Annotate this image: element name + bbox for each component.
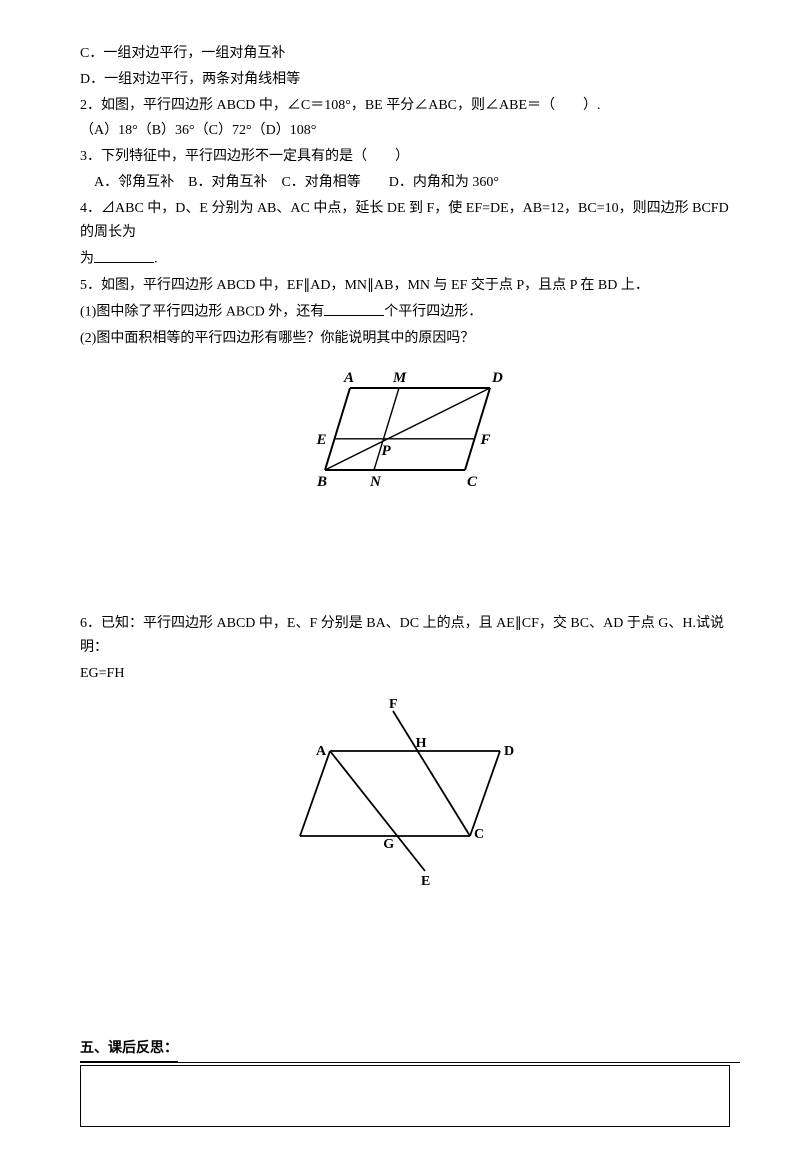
q3-stem: 3．下列特征中，平行四边形不一定具有的是（ ） xyxy=(80,145,740,169)
q4-line2: 为. xyxy=(80,246,740,271)
svg-text:B: B xyxy=(316,474,327,490)
svg-text:E: E xyxy=(421,874,430,886)
q1-opt-c: C．一组对边平行，一组对角互补 xyxy=(80,42,740,66)
q4-line: 4．⊿ABC 中，D、E 分别为 AB、AC 中点，延长 DE 到 F，使 EF… xyxy=(80,197,740,245)
q4-post: . xyxy=(154,252,158,267)
q6-line1: 6．已知：平行四边形 ABCD 中，E、F 分别是 BA、DC 上的点，且 AE… xyxy=(80,612,740,660)
svg-text:E: E xyxy=(316,432,327,448)
q6-line2: EG=FH xyxy=(80,662,740,686)
q4-pre: 4．⊿ABC 中，D、E 分别为 AB、AC 中点，延长 DE 到 F，使 EF… xyxy=(80,201,729,240)
q3-opts: A．邻角互补 B．对角互补 C．对角相等 D．内角和为 360° xyxy=(80,171,740,195)
svg-text:F: F xyxy=(480,432,491,448)
reflection-box xyxy=(80,1065,730,1127)
q5-part1-pre: (1)图中除了平行四边形 ABCD 外，还有 xyxy=(80,305,324,320)
figure-q6: A H D F G C E xyxy=(80,696,740,886)
svg-text:F: F xyxy=(389,697,398,712)
svg-text:P: P xyxy=(382,443,392,459)
svg-text:D: D xyxy=(504,744,514,759)
svg-text:N: N xyxy=(369,474,382,490)
svg-text:A: A xyxy=(316,744,327,759)
q4-blank xyxy=(94,246,154,262)
q5-part1-post: 个平行四边形． xyxy=(384,305,482,320)
q1-opt-d: D．一组对边平行，两条对角线相等 xyxy=(80,68,740,92)
q5-part2: (2)图中面积相等的平行四边形有哪些？你能说明其中的原因吗？ xyxy=(80,327,740,351)
svg-text:G: G xyxy=(383,837,394,852)
svg-text:C: C xyxy=(467,474,478,490)
svg-text:A: A xyxy=(343,370,354,386)
q2-stem: 2．如图，平行四边形 ABCD 中，∠C＝108°，BE 平分∠ABC，则∠AB… xyxy=(80,94,740,118)
q2-opts: （A）18°（B）36°（C）72°（D）108° xyxy=(80,119,740,143)
svg-text:H: H xyxy=(416,736,427,751)
svg-text:C: C xyxy=(474,827,484,842)
section-5-heading: 五、课后反思： xyxy=(80,1036,178,1062)
svg-text:M: M xyxy=(392,370,407,386)
figure-q5: A M D E P F B N C xyxy=(80,360,740,490)
q5-part1: (1)图中除了平行四边形 ABCD 外，还有 个平行四边形． xyxy=(80,299,740,324)
svg-text:D: D xyxy=(491,370,503,386)
q5-blank xyxy=(324,299,384,315)
q5-stem: 5．如图，平行四边形 ABCD 中，EF∥AD，MN∥AB，MN 与 EF 交于… xyxy=(80,274,740,298)
